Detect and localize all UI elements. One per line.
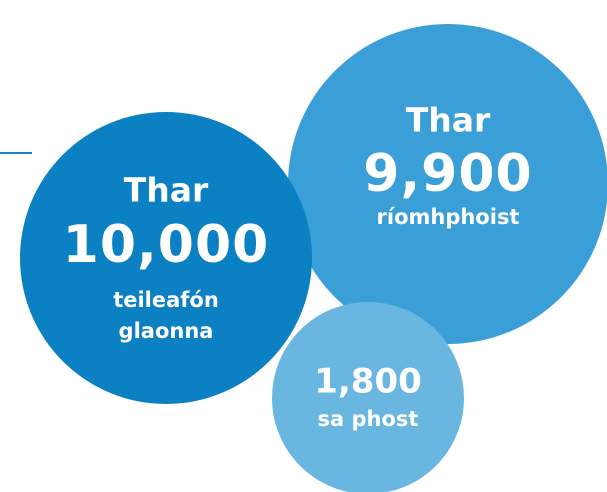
- number: 1,800: [314, 362, 422, 402]
- bubble-emails: [288, 24, 607, 344]
- caption: sa phost: [318, 407, 419, 431]
- prefix: Thar: [124, 171, 209, 210]
- number: 10,000: [63, 215, 270, 275]
- bubble-calls: [20, 112, 312, 404]
- number: 9,900: [363, 144, 532, 204]
- prefix: Thar: [406, 101, 491, 140]
- caption: ríomhphoist: [377, 205, 520, 229]
- bubble-post: [272, 302, 464, 492]
- caption: teileafón: [113, 288, 219, 312]
- caption: glaonna: [119, 319, 214, 343]
